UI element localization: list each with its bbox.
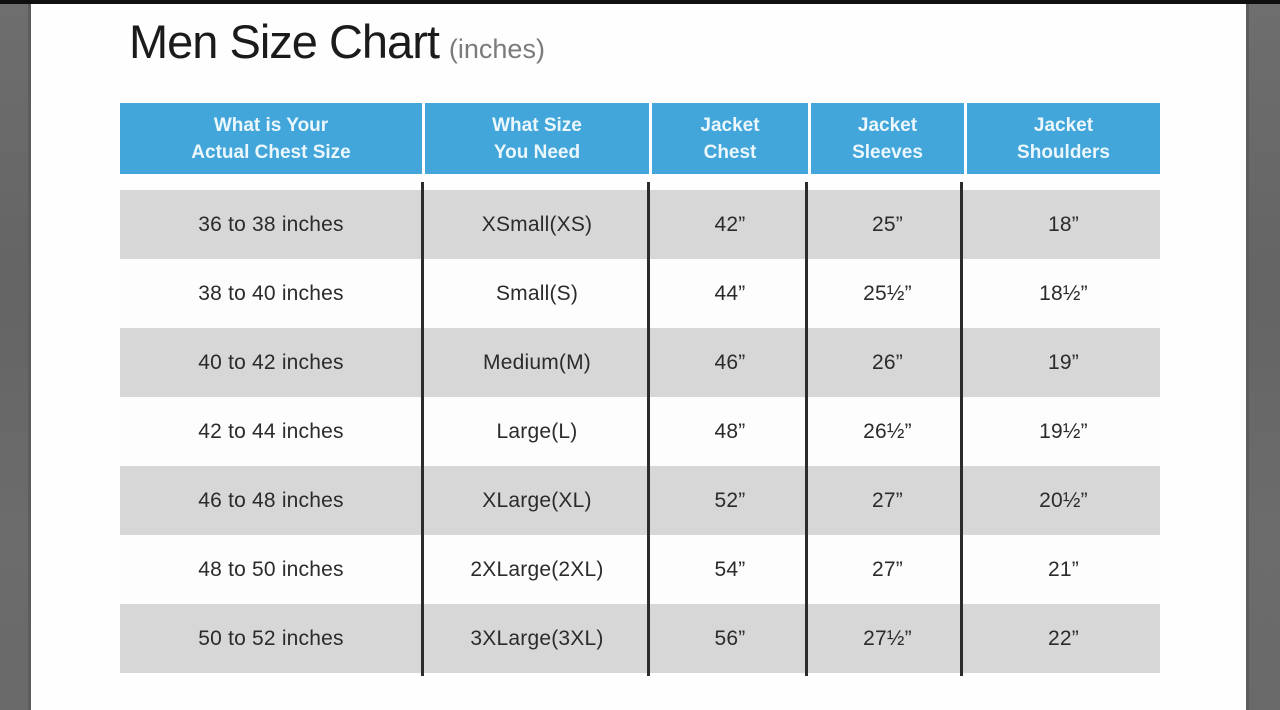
size-name-cell: XSmall(XS): [481, 212, 593, 236]
jacket-chest-cell: 42”: [714, 212, 746, 236]
jacket-sleeves-cell: 27”: [872, 557, 903, 581]
column-divider-line: [805, 182, 808, 676]
jacket-shoulders-cell: 22”: [1048, 626, 1079, 650]
chest-range-cell: 40 to 42 inches: [198, 350, 344, 374]
jacket-sleeves-cell: 25”: [872, 212, 903, 236]
jacket-sleeves-cell: 26½”: [863, 419, 912, 443]
page-title: Men Size Chart (inches): [129, 14, 545, 69]
size-chart-table: What is Your Actual Chest Size What Size…: [120, 103, 1160, 676]
jacket-shoulders-cell: 19”: [1048, 350, 1079, 374]
jacket-sleeves-cell: 25½”: [863, 281, 912, 305]
jacket-sleeves-cell: 27½”: [863, 626, 912, 650]
jacket-sleeves-cell: 26”: [872, 350, 903, 374]
chest-range-cell: 50 to 52 inches: [198, 626, 344, 650]
size-name-cell: 2XLarge(2XL): [470, 557, 604, 581]
size-name-cell: XLarge(XL): [482, 488, 592, 512]
jacket-chest-cell: 44”: [714, 281, 746, 305]
table-row: 46 to 48 inches XLarge(XL) 52” 27” 20½”: [120, 466, 1160, 535]
header-cell-size-needed: What Size You Need: [425, 103, 649, 174]
table-row: 38 to 40 inches Small(S) 44” 25½” 18½”: [120, 259, 1160, 328]
header-cell-chest-size: What is Your Actual Chest Size: [120, 103, 422, 174]
chest-range-cell: 36 to 38 inches: [198, 212, 344, 236]
column-divider-line: [960, 182, 963, 676]
jacket-shoulders-cell: 18½”: [1039, 281, 1088, 305]
header-cell-jacket-chest: Jacket Chest: [652, 103, 808, 174]
jacket-chest-cell: 54”: [714, 557, 746, 581]
size-name-cell: 3XLarge(3XL): [470, 626, 604, 650]
column-divider-line: [421, 182, 424, 676]
jacket-sleeves-cell: 27”: [872, 488, 903, 512]
table-row: 36 to 38 inches XSmall(XS) 42” 25” 18”: [120, 190, 1160, 259]
page-title-unit: (inches): [448, 34, 545, 64]
header-cell-jacket-shoulders: Jacket Shoulders: [967, 103, 1160, 174]
jacket-shoulders-cell: 18”: [1048, 212, 1079, 236]
right-pillarbox-bar: [1246, 4, 1280, 710]
size-name-cell: Medium(M): [483, 350, 591, 374]
table-body: 36 to 38 inches XSmall(XS) 42” 25” 18” 3…: [120, 190, 1160, 673]
table-row: 40 to 42 inches Medium(M) 46” 26” 19”: [120, 328, 1160, 397]
left-pillarbox-bar: [0, 4, 31, 710]
table-header-row: What is Your Actual Chest Size What Size…: [120, 103, 1160, 174]
chest-range-cell: 38 to 40 inches: [198, 281, 344, 305]
jacket-shoulders-cell: 19½”: [1039, 419, 1088, 443]
jacket-chest-cell: 56”: [714, 626, 746, 650]
top-letterbox-bar: [0, 0, 1280, 4]
jacket-chest-cell: 48”: [714, 419, 746, 443]
jacket-chest-cell: 52”: [714, 488, 746, 512]
header-cell-jacket-sleeves: Jacket Sleeves: [811, 103, 964, 174]
page-title-text: Men Size Chart: [129, 15, 440, 68]
chest-range-cell: 42 to 44 inches: [198, 419, 344, 443]
table-row: 50 to 52 inches 3XLarge(3XL) 56” 27½” 22…: [120, 604, 1160, 673]
size-name-cell: Small(S): [495, 281, 579, 305]
chest-range-cell: 46 to 48 inches: [198, 488, 344, 512]
jacket-chest-cell: 46”: [714, 350, 746, 374]
chest-range-cell: 48 to 50 inches: [198, 557, 344, 581]
column-divider-line: [647, 182, 650, 676]
table-row: 42 to 44 inches Large(L) 48” 26½” 19½”: [120, 397, 1160, 466]
jacket-shoulders-cell: 20½”: [1039, 488, 1088, 512]
size-name-cell: Large(L): [496, 419, 578, 443]
table-row: 48 to 50 inches 2XLarge(2XL) 54” 27” 21”: [120, 535, 1160, 604]
jacket-shoulders-cell: 21”: [1048, 557, 1079, 581]
